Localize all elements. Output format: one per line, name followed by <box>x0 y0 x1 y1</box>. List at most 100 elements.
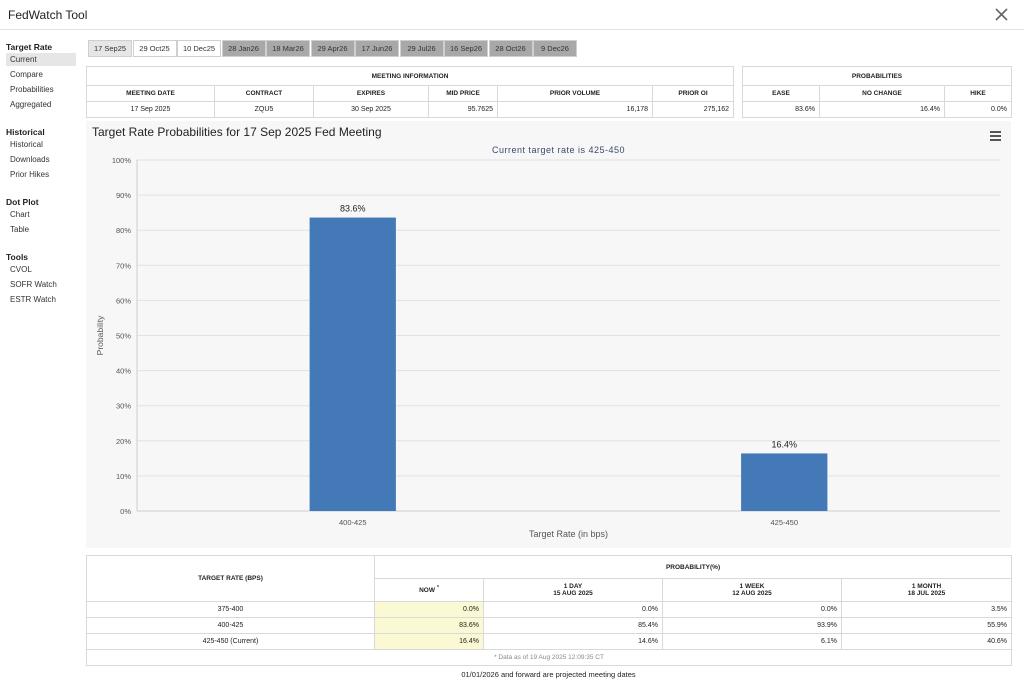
y-tick-label: 0% <box>120 507 131 516</box>
column-header: 1 DAY 15 AUG 2025 <box>483 578 663 602</box>
cell: 6.1% <box>662 633 842 650</box>
meeting-tab[interactable]: 9 Dec26 <box>533 40 577 57</box>
chart: Target Rate Probabilities for 17 Sep 202… <box>92 125 1001 539</box>
meeting-tab[interactable]: 29 Jul26 <box>399 40 444 57</box>
data-row: 83.6% 16.4% 0.0% <box>742 101 1012 118</box>
note-row: * Data as of 19 Aug 2025 12:09:35 CT <box>85 649 1013 666</box>
data-row: 425-450 (Current) 16.4% 14.6% 6.1% 40.6% <box>86 633 1013 650</box>
cell: 83.6% <box>374 617 484 634</box>
data-row: 17 Sep 2025 ZQU5 30 Sep 2025 95.7625 16,178 2… <box>86 101 735 118</box>
group-header: PROBABILITY(%) <box>373 555 1013 579</box>
y-tick-label: 100% <box>112 156 132 165</box>
bar <box>309 217 396 511</box>
header-row: EASE NO CHANGE HIKE <box>742 85 1012 102</box>
cell: ZQU5 <box>214 101 314 118</box>
sidebar-item[interactable]: Compare <box>10 70 43 79</box>
sidebar-item[interactable]: Aggregated <box>10 100 52 109</box>
cell: 16,178 <box>497 101 653 118</box>
row-header: TARGET RATE (BPS) <box>86 555 375 602</box>
chart-subtitle: Current target rate is 425-450 <box>492 145 625 155</box>
meeting-tab[interactable]: 17 Sep25 <box>88 40 132 57</box>
meeting-tab[interactable]: 16 Sep26 <box>444 40 488 57</box>
data-label: 16.4% <box>771 439 797 449</box>
sidebar-item[interactable]: Downloads <box>10 155 50 164</box>
data-label: 83.6% <box>340 204 366 214</box>
chart-menu[interactable] <box>990 131 1001 141</box>
cell: 425-450 (Current) <box>86 633 375 650</box>
x-tick-label: 400-425 <box>339 518 367 527</box>
cell: 30 Sep 2025 <box>313 101 429 118</box>
column-header: CONTRACT <box>214 85 314 102</box>
y-tick-label: 70% <box>116 261 131 270</box>
meeting-tab[interactable]: 29 Oct25 <box>132 40 177 57</box>
column-header: EASE <box>742 85 820 102</box>
sidebar-item[interactable]: Probabilities <box>10 85 54 94</box>
column-label: 1 MONTH <box>911 583 942 590</box>
sidebar-heading: Dot Plot <box>6 197 39 207</box>
column-header: MEETING DATE <box>86 85 215 102</box>
y-tick-label: 60% <box>116 296 131 305</box>
y-axis-label: Probability <box>95 315 105 355</box>
top-bar: FedWatch Tool <box>0 0 1024 30</box>
meeting-tab[interactable]: 29 Apr26 <box>310 40 355 57</box>
x-tick-label: 425-450 <box>770 518 798 527</box>
data-row: 400-425 83.6% 85.4% 93.9% 55.9% <box>86 617 1013 634</box>
cell: 0.0% <box>483 601 663 618</box>
chart-title: Target Rate Probabilities for 17 Sep 202… <box>92 125 382 139</box>
cell: 40.6% <box>840 633 1013 650</box>
column-header: 1 MONTH 18 JUL 2025 <box>840 578 1013 602</box>
title-row: MEETING INFORMATION <box>85 66 735 86</box>
table-title: PROBABILITIES <box>742 66 1012 86</box>
meeting-tab[interactable]: 10 Dec25 <box>177 40 221 57</box>
column-date: 12 AUG 2025 <box>732 590 772 597</box>
cell: 16.4% <box>374 633 484 650</box>
meeting-tab[interactable]: 17 Jun26 <box>355 40 399 57</box>
group-row: TARGET RATE (BPS) PROBABILITY(%) <box>86 555 1013 602</box>
y-tick-label: 50% <box>116 332 131 341</box>
column-header: 1 WEEK 12 AUG 2025 <box>662 578 842 602</box>
sidebar-item[interactable]: Current <box>6 53 76 66</box>
meeting-tab[interactable]: 18 Mar26 <box>266 40 310 57</box>
x-axis-label: Target Rate (in bps) <box>529 529 608 539</box>
cell: 83.6% <box>742 101 820 118</box>
sidebar-item[interactable]: ESTR Watch <box>10 295 56 304</box>
column-mark: * <box>436 585 439 592</box>
footer-note: 01/01/2026 and forward are projected mee… <box>461 670 636 679</box>
cell: 400-425 <box>86 617 375 634</box>
cell: 16.4% <box>819 101 945 118</box>
column-header: HIKE <box>944 85 1012 102</box>
bar <box>741 453 828 511</box>
column-label: NOW <box>419 587 435 595</box>
y-tick-label: 10% <box>116 472 131 481</box>
sidebar-item[interactable]: Historical <box>10 140 43 149</box>
sidebar-item[interactable]: SOFR Watch <box>10 280 57 289</box>
cell: 55.9% <box>840 617 1013 634</box>
probability-table: TARGET RATE (BPS) PROBABILITY(%) NOW * 1 DAY… <box>85 555 1013 666</box>
sidebar-heading: Tools <box>6 252 29 262</box>
cell: 85.4% <box>483 617 663 634</box>
x-logo[interactable] <box>995 8 1008 21</box>
cell: 3.5% <box>840 601 1013 618</box>
meeting-tab[interactable]: 28 Oct26 <box>488 40 533 57</box>
y-tick-label: 20% <box>116 437 131 446</box>
probabilities-table: PROBABILITIES EASE NO CHANGE HIKE 83.6% 16.4%… <box>742 66 1012 118</box>
data-note: * Data as of 19 Aug 2025 12:09:35 CT <box>85 649 1013 666</box>
column-date: 15 AUG 2025 <box>553 590 593 597</box>
cell: 0.0% <box>662 601 842 618</box>
y-tick-label: 40% <box>116 367 131 376</box>
y-tick-label: 80% <box>116 226 131 235</box>
sidebar-item[interactable]: Table <box>10 225 30 234</box>
column-header: PRIOR VOLUME <box>497 85 653 102</box>
column-header: EXPIRES <box>313 85 429 102</box>
sidebar-heading: Historical <box>6 127 45 137</box>
y-tick-label: 90% <box>116 191 131 200</box>
meeting-tab[interactable]: 28 Jan26 <box>221 40 266 57</box>
cell: 17 Sep 2025 <box>86 101 215 118</box>
column-header: MID PRICE <box>428 85 498 102</box>
sidebar-item[interactable]: Chart <box>10 210 30 219</box>
sidebar-item[interactable]: CVOL <box>10 265 32 274</box>
chart-panel: Target Rate Probabilities for 17 Sep 202… <box>86 121 1011 548</box>
column-header: PRIOR OI <box>651 85 735 102</box>
sidebar-item[interactable]: Prior Hikes <box>10 170 50 179</box>
